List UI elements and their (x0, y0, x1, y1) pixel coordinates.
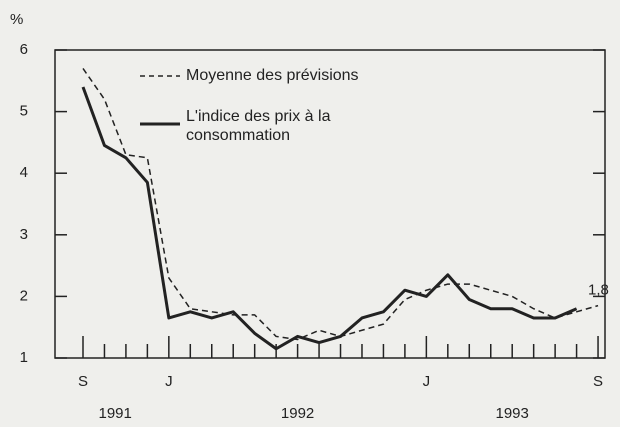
y-tick-label: 6 (20, 41, 28, 58)
annotation: 1,8 (588, 282, 609, 299)
y-tick-label: 4 (20, 164, 28, 181)
x-tick-label: S (78, 373, 88, 390)
y-tick-label: 5 (20, 103, 28, 120)
legend-label: Moyenne des prévisions (186, 67, 359, 84)
year-label: 1993 (496, 405, 529, 422)
year-label: 1992 (281, 405, 314, 422)
series-line (81, 86, 578, 351)
legend-label: L'indice des prix à la consommation (186, 108, 331, 144)
plot-frame (54, 49, 606, 359)
y-tick-label: 3 (20, 226, 28, 243)
y-unit: % (10, 11, 23, 28)
y-tick-label: 2 (20, 287, 28, 304)
year-label: 1991 (99, 405, 132, 422)
x-tick-label: J (165, 373, 173, 390)
x-tick-label: J (423, 373, 431, 390)
y-tick-label: 1 (20, 349, 28, 366)
x-tick-label: S (593, 373, 603, 390)
